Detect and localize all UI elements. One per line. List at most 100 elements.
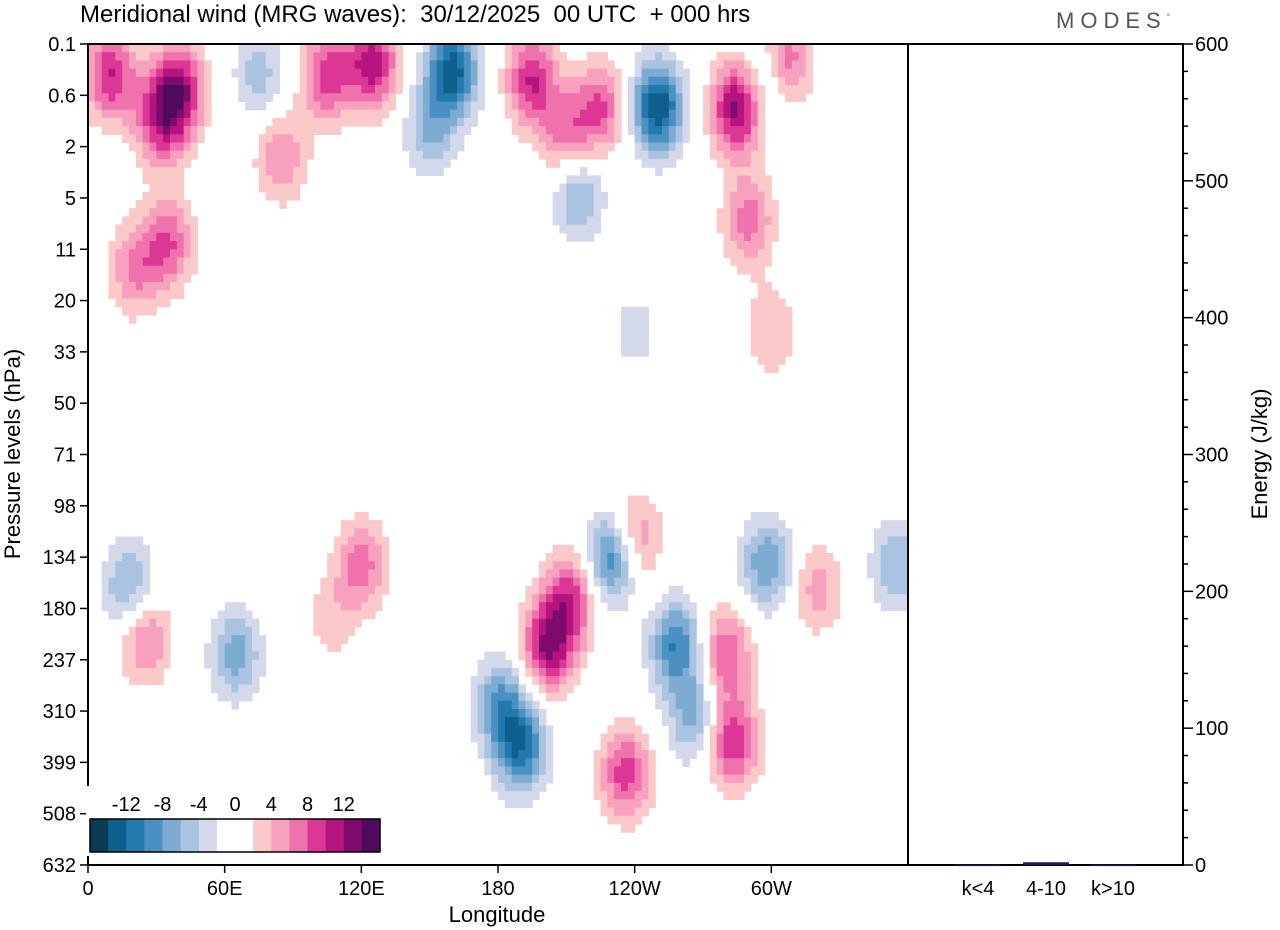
heat-cell: [183, 199, 192, 209]
heat-cell: [108, 544, 116, 554]
heat-cell: [361, 585, 369, 595]
heat-cell: [593, 191, 602, 201]
heat-cell: [744, 167, 752, 176]
heat-cell: [627, 323, 636, 332]
heat-cell: [375, 68, 383, 78]
heat-cell: [498, 766, 506, 776]
heat-cell: [757, 544, 766, 554]
heat-cell: [621, 314, 629, 324]
heat-cell: [730, 717, 738, 727]
heat-cell: [539, 585, 547, 595]
heat-cell: [163, 626, 171, 636]
heat-cell: [511, 709, 520, 718]
heat-cell: [108, 76, 116, 86]
heat-cell: [484, 651, 492, 661]
heat-cell: [552, 44, 561, 53]
heat-cell: [744, 60, 752, 70]
heat-cell: [559, 93, 567, 103]
heat-cell: [135, 626, 144, 636]
heat-cell: [798, 68, 807, 78]
heat-cell: [771, 232, 779, 242]
heat-cell: [750, 167, 759, 176]
heat-cell: [614, 561, 622, 571]
heat-cell: [778, 585, 786, 595]
heat-cell: [170, 208, 178, 218]
heat-cell: [832, 561, 841, 571]
heat-cell: [668, 618, 677, 628]
heat-cell: [791, 76, 800, 86]
heat-cell: [545, 626, 554, 636]
heat-cell: [764, 511, 772, 521]
heat-cell: [716, 733, 725, 743]
heat-cell: [135, 208, 144, 218]
heat-cell: [361, 44, 369, 53]
heat-cell: [388, 85, 397, 94]
heat-cell: [580, 150, 588, 160]
heat-cell: [593, 101, 602, 111]
heat-cell: [183, 216, 192, 226]
heat-cell: [340, 536, 349, 546]
heat-cell: [375, 561, 383, 571]
heat-cell: [819, 577, 827, 587]
heat-cell: [580, 101, 588, 111]
heat-cell: [586, 643, 595, 653]
heat-cell: [176, 44, 185, 53]
heat-cell: [819, 569, 827, 579]
heat-cell: [682, 117, 690, 127]
heat-cell: [258, 167, 267, 176]
heat-cell: [580, 610, 588, 620]
heat-cell: [122, 667, 130, 677]
heat-cell: [764, 528, 772, 538]
heat-cell: [190, 117, 198, 127]
heat-cell: [491, 741, 499, 751]
heat-cell: [586, 232, 595, 242]
heat-cell: [518, 76, 526, 86]
heat-cell: [477, 85, 485, 94]
heat-cell: [641, 323, 649, 332]
heat-cell: [142, 76, 151, 86]
heat-cell: [539, 733, 547, 743]
heat-cell: [416, 68, 424, 78]
heat-cell: [265, 85, 274, 94]
heat-cell: [101, 93, 110, 103]
heat-cell: [238, 60, 246, 70]
heat-cell: [607, 544, 615, 554]
heat-cell: [108, 249, 116, 259]
heat-cell: [375, 594, 383, 603]
heat-cell: [135, 68, 144, 78]
y-tick-label: 310: [43, 701, 76, 723]
heat-cell: [163, 109, 171, 119]
heat-cell: [668, 717, 677, 727]
heat-cell: [641, 85, 649, 94]
heat-cell: [757, 741, 766, 751]
heat-cell: [429, 52, 438, 62]
heat-cell: [224, 659, 233, 669]
heat-cell: [723, 150, 731, 160]
heat-cell: [347, 544, 356, 554]
heat-cell: [252, 158, 260, 168]
heat-cell: [634, 799, 643, 809]
heat-cell: [539, 667, 547, 677]
heat-cell: [552, 626, 561, 636]
heat-cell: [737, 643, 745, 653]
heat-cell: [614, 544, 622, 554]
heat-cell: [668, 659, 677, 669]
heat-cell: [504, 52, 513, 62]
heat-cell: [894, 569, 902, 579]
heat-cell: [149, 134, 157, 144]
heat-cell: [183, 85, 192, 94]
heat-cell: [470, 117, 479, 127]
heat-cell: [532, 60, 540, 70]
heat-cell: [709, 766, 718, 776]
heat-cell: [142, 544, 151, 554]
heat-cell: [258, 134, 267, 144]
heat-cell: [634, 101, 643, 111]
heat-cell: [129, 602, 137, 612]
heat-cell: [771, 306, 779, 316]
heat-cell: [757, 134, 766, 144]
heat-cell: [183, 265, 192, 275]
heat-cell: [655, 651, 663, 661]
heat-cell: [559, 651, 567, 661]
heat-cell: [436, 167, 444, 176]
